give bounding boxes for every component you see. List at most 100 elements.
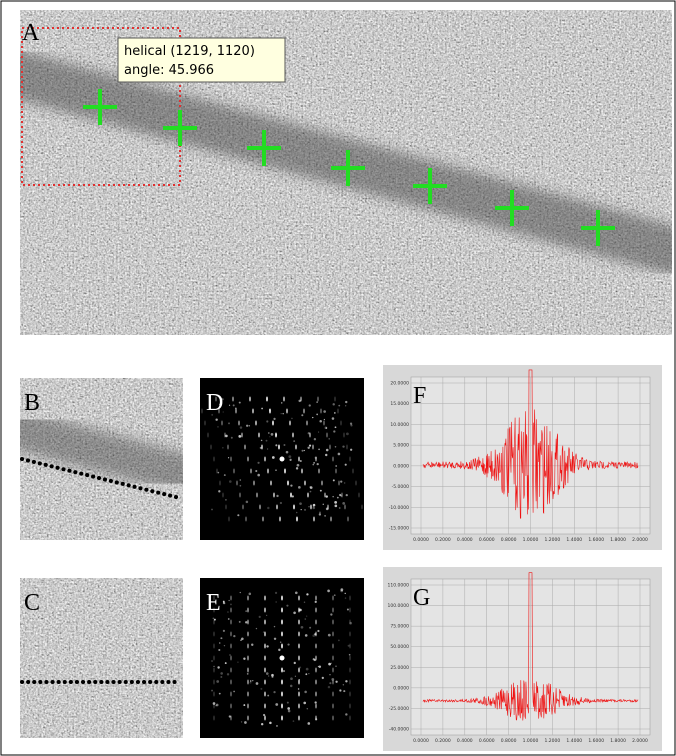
- fft-peak: [230, 703, 232, 709]
- fft-peak: [207, 432, 209, 438]
- fft-spot: [226, 673, 230, 676]
- fft-peak: [315, 691, 317, 697]
- fft-peak: [247, 456, 249, 462]
- fft-spot: [227, 611, 229, 613]
- x-tick-label: 1.0000: [523, 738, 539, 744]
- fft-peak: [247, 667, 249, 673]
- fft-spot: [325, 448, 329, 452]
- fft-spot: [294, 675, 297, 677]
- fft-peak: [332, 667, 334, 673]
- fft-spot: [316, 401, 318, 403]
- fft-peak: [341, 492, 343, 498]
- fft-peak: [255, 420, 257, 426]
- fft-spot: [262, 631, 265, 634]
- panel-label: B: [24, 390, 40, 416]
- fft-spot: [265, 439, 268, 442]
- fft-peak: [349, 643, 351, 649]
- fft-spot: [282, 412, 284, 415]
- fft-spot: [324, 426, 328, 430]
- fft-spot: [262, 713, 266, 717]
- fft-spot: [289, 684, 293, 688]
- fft-spot: [257, 473, 260, 477]
- fft-spot: [321, 676, 324, 680]
- fft-peak: [264, 631, 266, 637]
- fft-spot: [281, 402, 283, 404]
- fft-spot: [295, 467, 299, 470]
- fft-spot: [336, 496, 339, 499]
- fft-spot: [313, 438, 317, 441]
- fft-peak: [228, 516, 230, 522]
- fft-peak: [213, 691, 215, 697]
- fft-spot: [228, 599, 230, 602]
- fft-peak: [266, 396, 268, 402]
- fft-peak: [349, 679, 351, 685]
- fft-peak: [349, 631, 351, 637]
- fft-spot: [305, 667, 309, 671]
- fft-peak: [286, 408, 288, 414]
- x-tick-label: 0.2000: [435, 738, 451, 744]
- fft-spot: [216, 680, 220, 683]
- fft-spot: [225, 499, 227, 501]
- fft-peak: [332, 691, 334, 697]
- fft-spot: [342, 684, 345, 686]
- fft-spot: [255, 469, 258, 473]
- fft-spot: [338, 404, 341, 407]
- fft-peak: [213, 595, 215, 601]
- fft-spot: [237, 514, 240, 517]
- x-tick-label: 2.0000: [632, 738, 648, 744]
- fft-spot: [287, 709, 291, 713]
- y-tick-label: 20.0000: [390, 381, 409, 387]
- x-tick-label: 0.8000: [501, 738, 517, 744]
- fft-peak: [332, 679, 334, 685]
- fft-peak: [270, 480, 272, 486]
- fft-spot: [312, 463, 315, 466]
- fft-spot: [312, 416, 314, 419]
- fft-peak: [349, 655, 351, 661]
- fft-center: [279, 655, 285, 661]
- fft-spot: [342, 502, 346, 505]
- fft-peak: [213, 643, 215, 649]
- fft-peak: [332, 595, 334, 601]
- fft-spot: [312, 506, 316, 510]
- y-tick-label: -15.0000: [389, 526, 409, 532]
- fft-spot: [327, 633, 331, 637]
- fft-peak: [264, 691, 266, 697]
- fft-peak: [264, 667, 266, 673]
- x-tick-label: 0.0000: [413, 537, 429, 543]
- fft-spot: [220, 676, 223, 678]
- fft-spot: [349, 621, 353, 625]
- fft-peak: [298, 715, 300, 721]
- fft-spot: [258, 615, 261, 618]
- fft-spot: [249, 680, 252, 682]
- fft-spot: [286, 604, 289, 607]
- fft-spot: [292, 720, 295, 722]
- fft-peak: [313, 516, 315, 522]
- panel-label: F: [413, 383, 426, 409]
- fft-peak: [219, 480, 221, 486]
- y-tick-label: 50.0000: [390, 644, 409, 650]
- fft-spot: [243, 704, 246, 707]
- fft-peak: [224, 432, 226, 438]
- fft-peak: [303, 408, 305, 414]
- fft-spot: [337, 639, 340, 642]
- fft-peak: [315, 643, 317, 649]
- fft-spot: [327, 685, 331, 689]
- fft-peak: [215, 396, 217, 402]
- fft-peak: [281, 679, 283, 685]
- fft-spot: [309, 490, 312, 493]
- fft-peak: [332, 631, 334, 637]
- y-tick-label: -5.0000: [392, 484, 410, 490]
- fft-peak: [296, 516, 298, 522]
- fft-spot: [211, 413, 214, 416]
- fft-spot: [213, 665, 215, 667]
- fft-spot: [271, 673, 274, 677]
- panel-c: [20, 578, 183, 738]
- fft-spot: [212, 702, 216, 705]
- fft-peak: [213, 619, 215, 625]
- fft-peak: [281, 643, 283, 649]
- fft-spot: [218, 692, 221, 695]
- fft-peak: [358, 492, 360, 498]
- fft-spot: [300, 509, 302, 511]
- fft-spot: [313, 462, 315, 464]
